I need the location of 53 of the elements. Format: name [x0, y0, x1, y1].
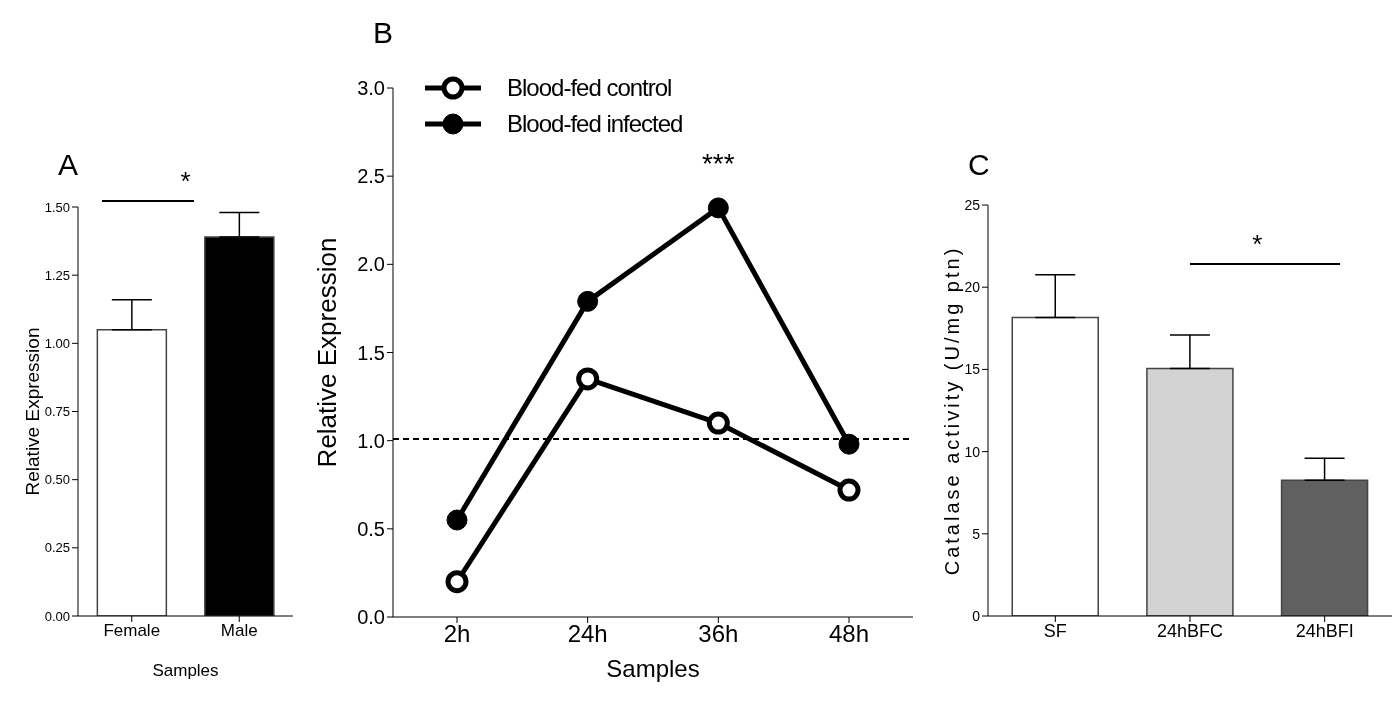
x-tick-label: Male — [220, 621, 258, 641]
y-tick-label: 20 — [964, 279, 981, 296]
y-tick-label: 1.50 — [44, 199, 70, 215]
y-tick-label: 2.0 — [357, 253, 385, 276]
y-tick-label: 0.75 — [44, 404, 70, 420]
y-tick-label: 0.5 — [357, 517, 385, 540]
chart-title: A — [58, 148, 79, 182]
annotation: *** — [700, 147, 736, 180]
x-axis-title: Samples — [152, 661, 219, 680]
point — [837, 478, 861, 502]
y-tick-label: 1.5 — [357, 341, 385, 364]
point — [577, 290, 599, 312]
point — [446, 509, 468, 531]
legend-label: Blood-fed infected — [507, 110, 683, 138]
x-tick-label: 24hBFI — [1295, 620, 1354, 641]
bar — [1280, 479, 1369, 616]
y-tick-label: 15 — [964, 361, 981, 378]
chart-title: C — [968, 148, 990, 182]
bar — [1146, 367, 1234, 616]
y-tick-label: 1.00 — [44, 335, 70, 351]
x-tick-label: SF — [1043, 620, 1067, 641]
y-tick-label: 2.5 — [357, 165, 385, 188]
y-tick-label: 0.0 — [357, 606, 385, 629]
x-tick-label: Female — [103, 621, 161, 641]
y-tick-label: 3.0 — [357, 77, 385, 100]
chart-title: B — [373, 16, 394, 50]
y-tick-label: 0 — [972, 607, 981, 624]
point — [706, 411, 730, 435]
y-tick-label: 0.25 — [44, 540, 70, 556]
annotation: * — [1251, 228, 1264, 260]
x-tick-label: 48h — [828, 620, 870, 648]
x-tick-label: 36h — [698, 620, 739, 648]
y-axis-title: Relative Expression — [21, 327, 43, 496]
y-tick-label: 5 — [972, 525, 981, 542]
point — [576, 367, 600, 391]
x-axis-title: Samples — [606, 655, 700, 682]
y-tick-label: 10 — [964, 443, 981, 460]
y-axis-title: Relative Expression — [312, 237, 343, 468]
point — [838, 433, 860, 455]
bar — [1011, 316, 1099, 616]
y-axis-title: Catalase activity (U/mg ptn) — [941, 245, 964, 576]
point — [445, 570, 469, 594]
x-tick-label: 24hBFC — [1156, 620, 1224, 641]
y-tick-label: 0.00 — [44, 608, 70, 624]
y-tick-label: 0.50 — [44, 472, 70, 488]
y-tick-label: 1.0 — [357, 429, 385, 452]
text: * — [179, 166, 192, 198]
legend-label: Blood-fed control — [507, 74, 672, 102]
x-tick-label: 24h — [567, 620, 608, 648]
y-tick-label: 25 — [964, 196, 981, 213]
y-tick-label: 1.25 — [44, 267, 70, 283]
x-tick-label: 2h — [443, 620, 471, 648]
point — [707, 197, 729, 219]
